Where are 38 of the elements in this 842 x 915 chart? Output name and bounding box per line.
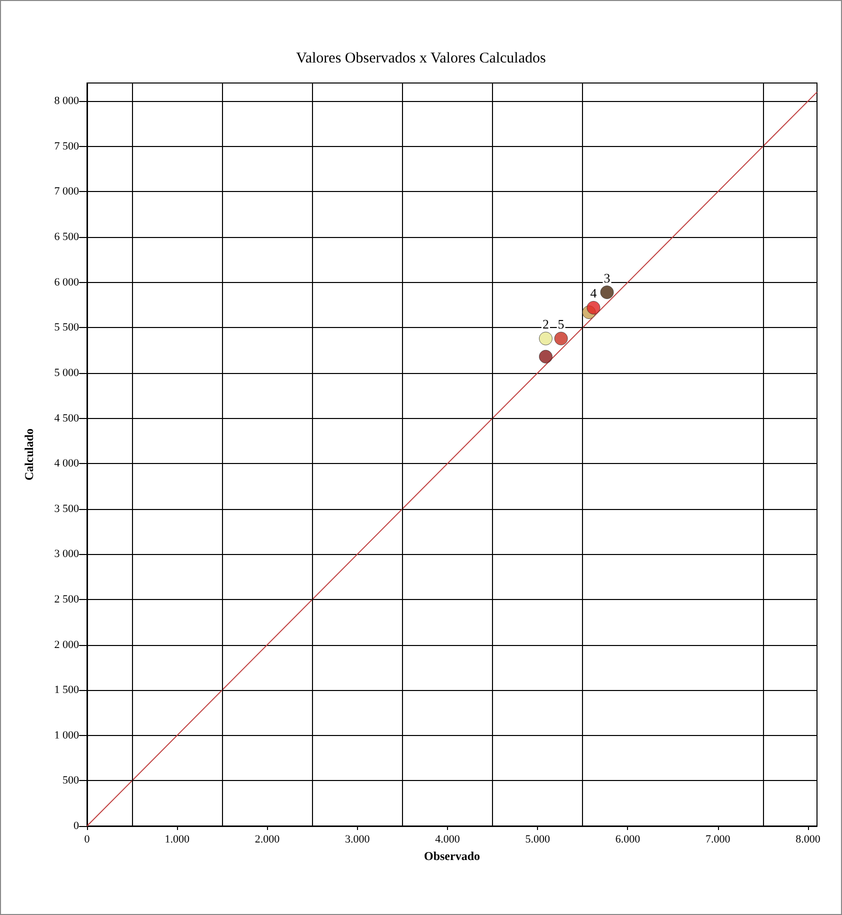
y-tick-label: 3 500 <box>54 502 80 515</box>
y-tick-label: 1 500 <box>54 684 80 696</box>
x-tick-label: 3.000 <box>344 834 370 846</box>
y-tick-label: 4 500 <box>54 412 80 424</box>
x-tick-label: 5.000 <box>525 834 550 846</box>
chart-title: Valores Observados x Valores Calculados <box>296 50 546 66</box>
y-tick-label: 8 000 <box>54 95 80 108</box>
y-tick-label: 5 500 <box>54 322 80 334</box>
point <box>554 332 568 346</box>
y-tick-label: 5 000 <box>54 366 80 379</box>
y-tick-label: 6 500 <box>54 231 80 244</box>
annotation: 5 <box>558 316 564 332</box>
x-axis-title: Observado <box>424 849 480 863</box>
point <box>600 286 614 300</box>
y-tick-label: 0 <box>74 820 80 832</box>
annotation: 3 <box>604 270 610 286</box>
x-tick-label: 2.000 <box>254 834 280 846</box>
y-tick-label: 3 000 <box>54 548 80 560</box>
y-tick-label: 2 000 <box>54 638 80 651</box>
x-tick-label: 4.000 <box>435 834 460 846</box>
y-tick-label: 2 500 <box>54 593 80 606</box>
point <box>586 300 600 314</box>
annotation: 4 <box>590 286 598 301</box>
x-tick-label: 8.000 <box>796 834 821 846</box>
x-tick-label: 0 <box>84 834 90 846</box>
y-tick-label: 6 000 <box>54 276 80 288</box>
point <box>538 332 552 346</box>
y-tick-label: 7 000 <box>54 186 80 198</box>
annotation: 2 <box>542 316 549 332</box>
y-axis-title: Calculado <box>22 428 36 481</box>
y-tick-label: 7 500 <box>54 140 80 152</box>
x-tick-label: 6.000 <box>615 834 641 846</box>
x-tick-label: 1.000 <box>164 834 190 846</box>
x-tick-label: 7.000 <box>705 834 731 846</box>
y-tick-label: 500 <box>62 774 80 787</box>
y-tick-label: 4 000 <box>54 458 80 470</box>
y-tick-label: 1 000 <box>54 729 80 742</box>
point <box>538 350 552 364</box>
